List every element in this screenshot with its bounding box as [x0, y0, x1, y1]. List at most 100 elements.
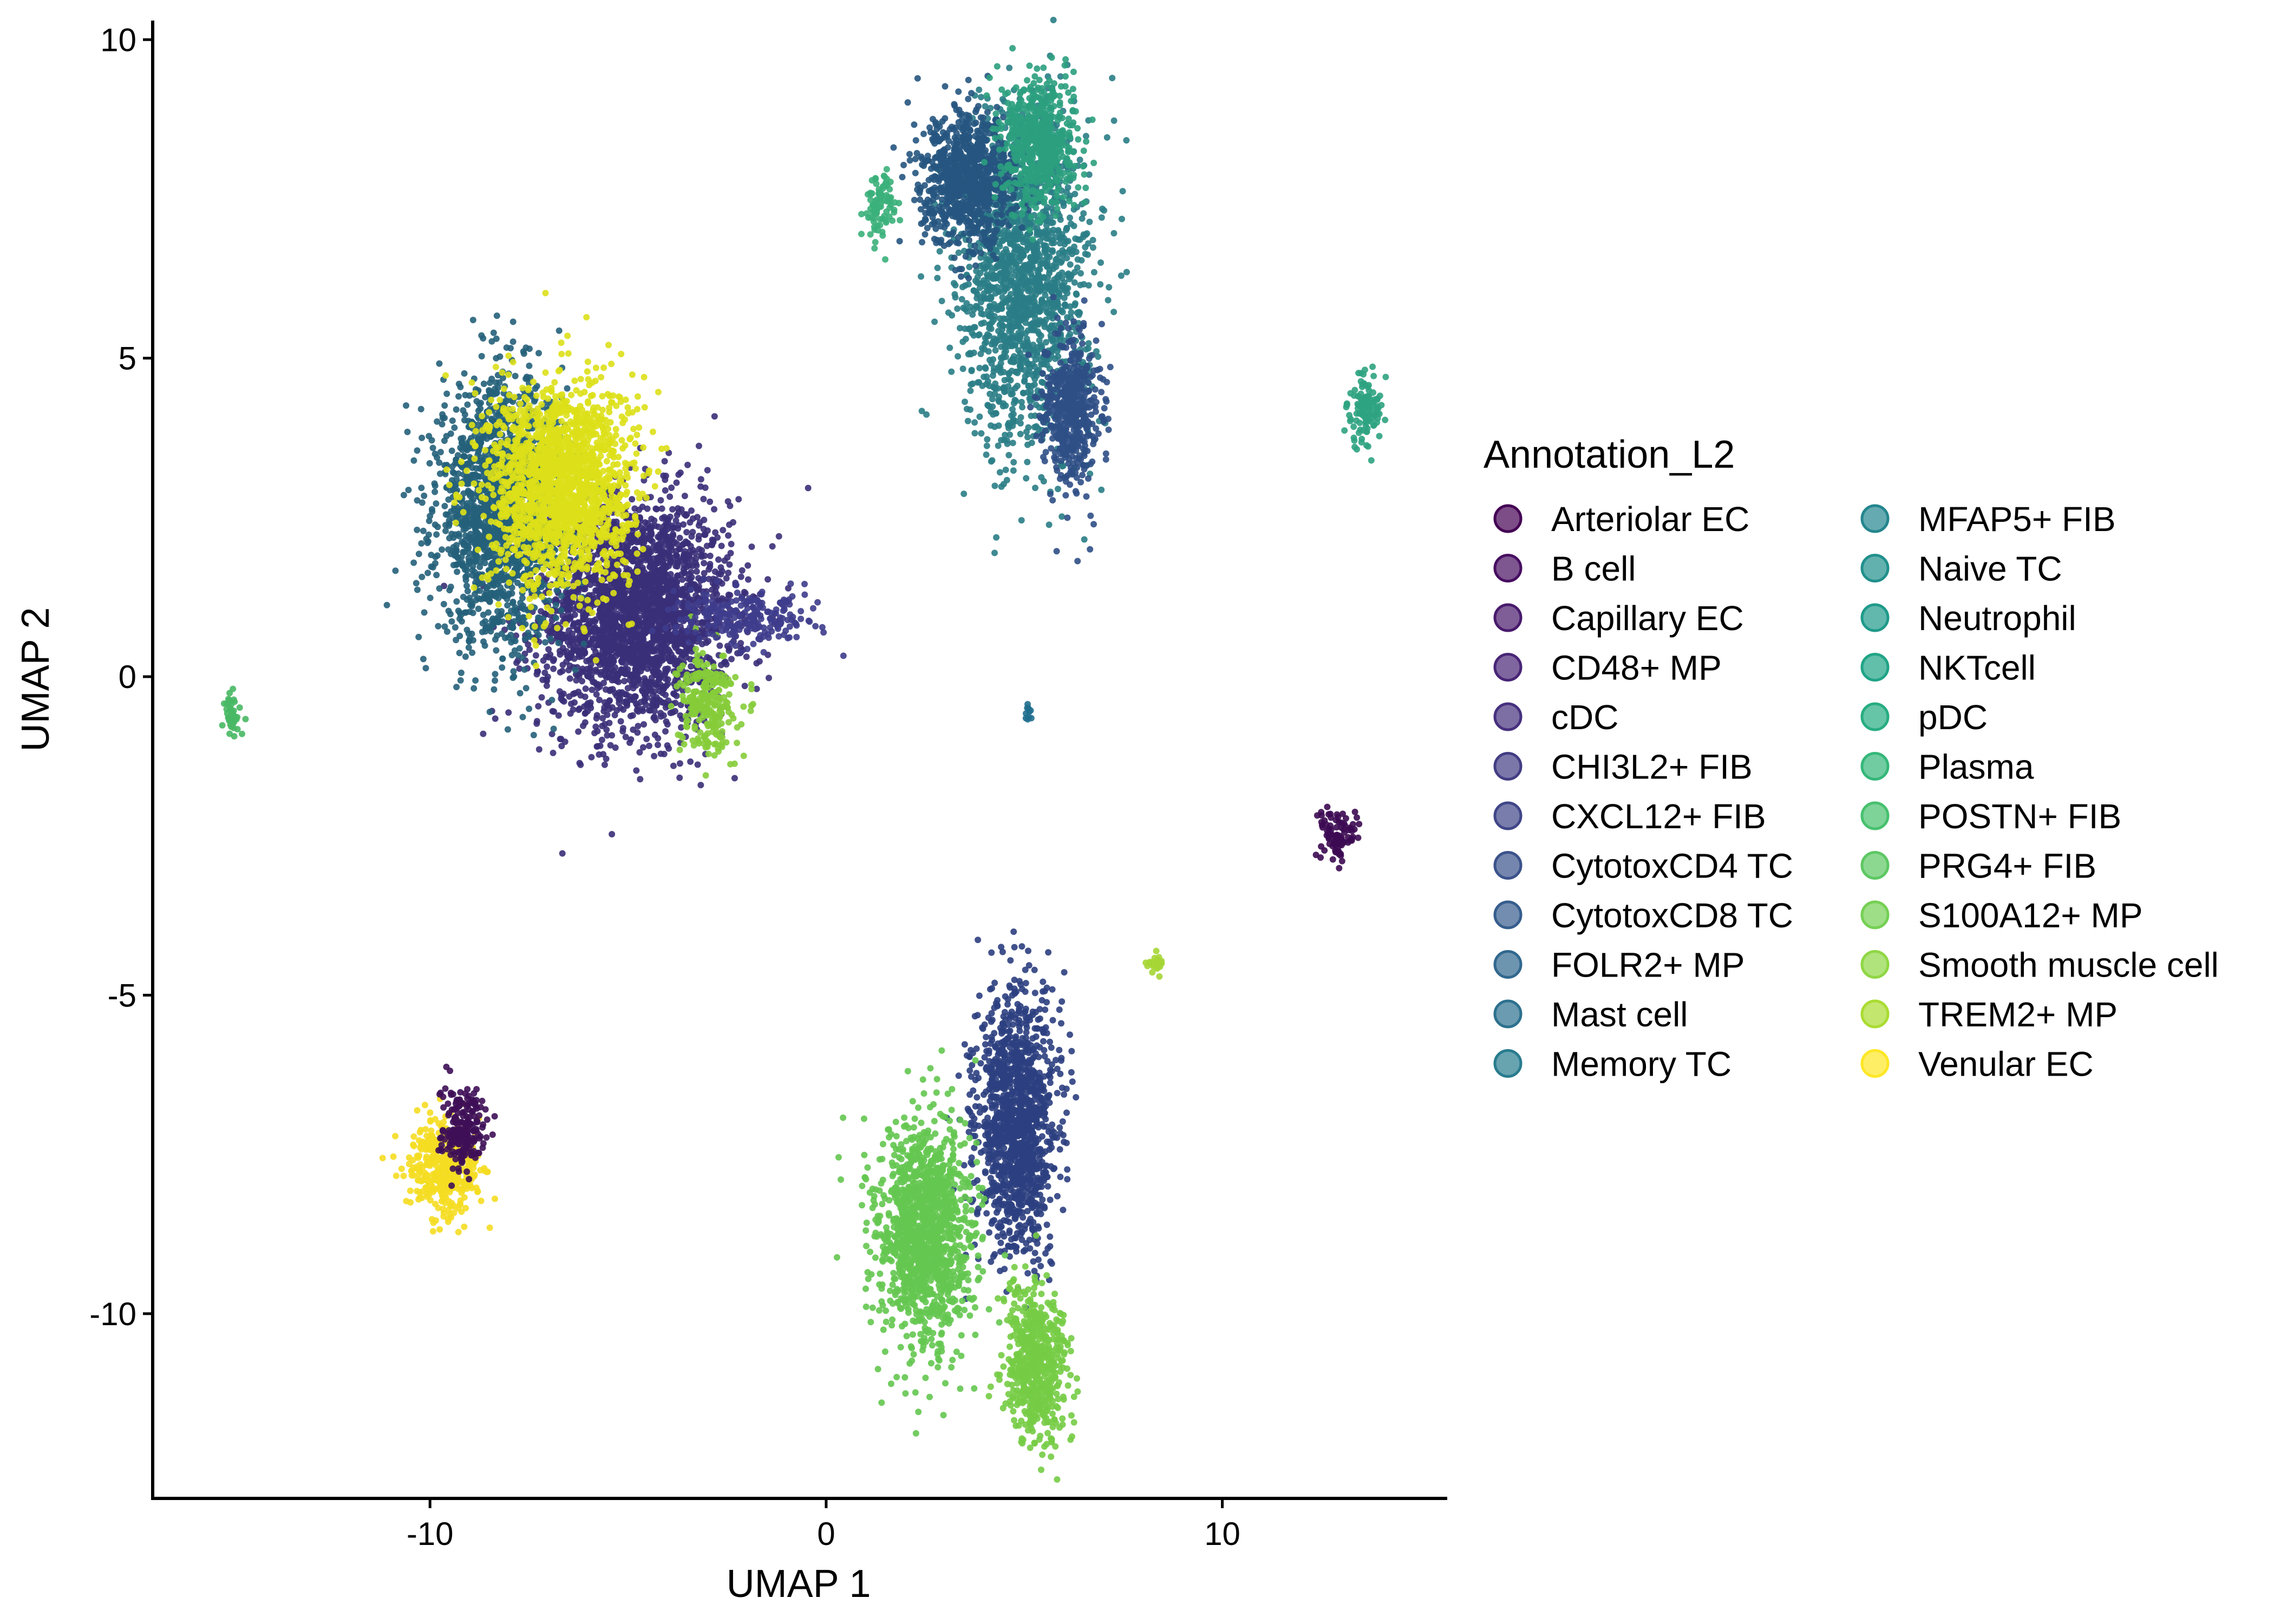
data-point: [502, 556, 509, 563]
data-point: [433, 500, 440, 507]
data-point: [594, 681, 602, 688]
data-point: [415, 633, 422, 640]
data-point: [673, 479, 680, 486]
data-point: [639, 503, 646, 510]
data-point: [645, 707, 652, 713]
data-point: [651, 565, 658, 572]
data-point: [606, 614, 613, 621]
data-point: [548, 697, 556, 704]
data-point: [716, 642, 723, 649]
data-point: [655, 735, 662, 742]
data-point: [540, 657, 547, 664]
data-point: [543, 682, 550, 689]
data-point: [656, 583, 663, 590]
data-point: [463, 475, 470, 482]
data-point: [504, 726, 511, 733]
data-point: [572, 666, 579, 673]
data-point: [443, 628, 450, 635]
data-point: [642, 619, 649, 626]
data-point: [503, 566, 510, 572]
data-point: [481, 540, 487, 547]
data-point: [660, 712, 667, 719]
data-point: [694, 619, 701, 626]
data-point: [463, 467, 470, 474]
data-point: [582, 710, 589, 716]
data-point: [556, 327, 563, 334]
data-point: [662, 728, 669, 735]
data-point: [439, 546, 446, 553]
data-point: [671, 691, 678, 698]
data-point: [457, 383, 464, 390]
data-point: [584, 398, 591, 405]
data-point: [668, 651, 675, 658]
data-point: [559, 662, 566, 669]
data-point: [565, 350, 572, 357]
data-point: [462, 391, 469, 398]
data-point: [654, 663, 661, 670]
data-point: [480, 730, 487, 737]
data-point: [688, 533, 695, 540]
data-point: [681, 493, 688, 500]
data-point: [731, 775, 738, 782]
data-point: [463, 440, 471, 447]
data-point: [727, 549, 734, 556]
data-point: [453, 598, 460, 605]
data-point: [625, 410, 632, 417]
data-point: [701, 516, 708, 523]
data-point: [568, 700, 574, 708]
data-point: [707, 552, 714, 559]
data-point: [603, 726, 610, 733]
data-point: [670, 762, 677, 769]
data-point: [553, 587, 560, 594]
data-point: [462, 653, 469, 660]
data-point: [605, 673, 612, 680]
data-point: [564, 385, 571, 392]
data-point: [633, 450, 640, 457]
data-point: [634, 729, 641, 736]
data-point: [641, 721, 647, 728]
data-point: [756, 658, 763, 665]
data-point: [668, 580, 675, 587]
data-point: [607, 686, 614, 693]
data-point: [486, 388, 493, 395]
data-point: [500, 385, 507, 392]
data-point: [547, 636, 554, 642]
data-point: [728, 656, 735, 663]
data-point: [617, 718, 624, 725]
data-point: [612, 425, 619, 433]
data-point: [421, 609, 428, 616]
data-point: [486, 582, 493, 590]
data-point: [744, 576, 752, 583]
data-point: [433, 531, 440, 538]
data-point: [673, 552, 680, 559]
data-point: [559, 612, 566, 619]
data-point: [626, 548, 633, 555]
data-point: [596, 697, 603, 703]
data-point: [439, 415, 446, 422]
data-point: [441, 402, 448, 409]
data-point: [516, 665, 523, 672]
data-point: [499, 664, 506, 671]
data-point: [591, 730, 598, 737]
data-point: [619, 725, 626, 732]
data-point: [545, 646, 552, 653]
data-point: [580, 640, 587, 647]
data-point: [667, 571, 674, 578]
data-point: [521, 666, 528, 673]
data-point: [620, 598, 627, 605]
data-point: [619, 614, 626, 621]
data-point: [766, 675, 772, 682]
point-cluster-capillary-ec: [441, 413, 812, 857]
data-point: [555, 712, 562, 719]
data-point: [492, 677, 499, 684]
data-point: [508, 652, 515, 659]
data-point: [695, 533, 702, 540]
data-point: [584, 672, 591, 679]
data-point: [448, 447, 455, 454]
data-point: [655, 742, 661, 748]
data-point: [548, 730, 556, 737]
data-point: [546, 597, 553, 604]
data-point: [622, 734, 629, 741]
data-point: [474, 546, 481, 553]
data-point: [697, 782, 704, 789]
